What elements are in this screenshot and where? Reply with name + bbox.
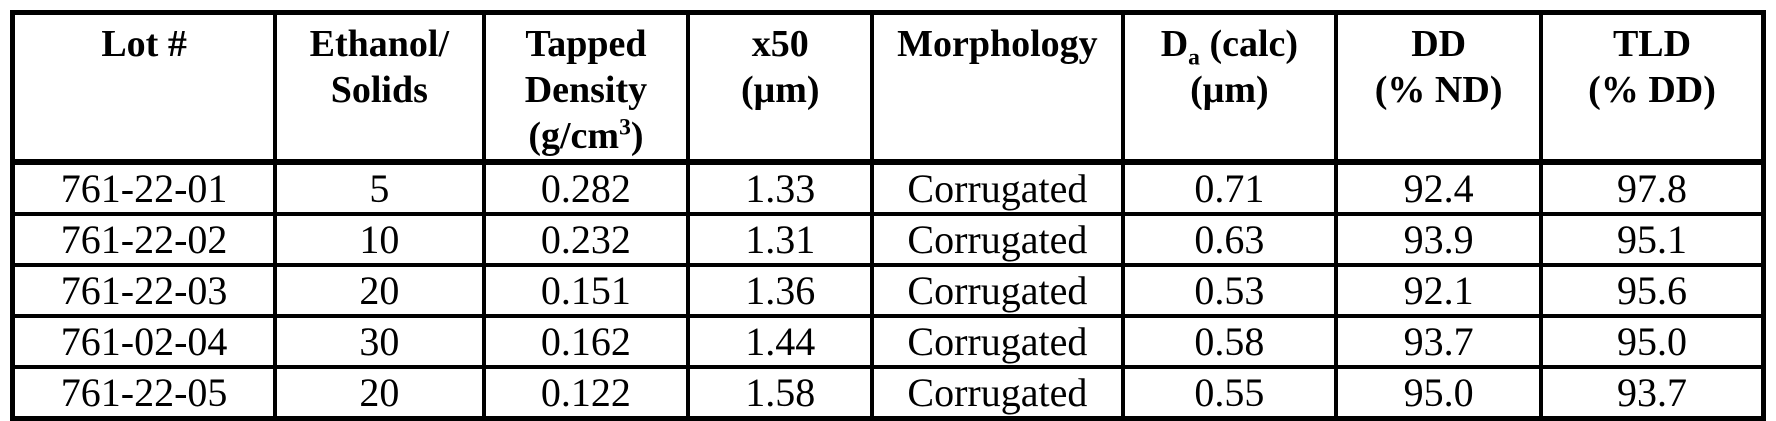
table-row: 761-02-04 30 0.162 1.44 Corrugated 0.58 93.7 95… xyxy=(10,314,1766,369)
header-line: (g/cm3) xyxy=(528,114,644,157)
cell-ethanol-solids: 5 xyxy=(273,160,486,216)
column-header-x50: x50 (μm) xyxy=(686,10,875,165)
cell-dd: 93.7 xyxy=(1334,314,1544,369)
cell-x50: 1.31 xyxy=(686,212,875,267)
header-line: Lot # xyxy=(101,23,187,65)
table-row: 761-22-02 10 0.232 1.31 Corrugated 0.63 93.9 95… xyxy=(10,212,1766,267)
cell-tapped-density: 0.151 xyxy=(481,263,691,318)
cell-da-calc: 0.53 xyxy=(1120,263,1339,318)
cell-ethanol-solids: 20 xyxy=(273,365,486,421)
cell-x50: 1.36 xyxy=(686,263,875,318)
cell-x50: 1.44 xyxy=(686,314,875,369)
cell-da-calc: 0.71 xyxy=(1120,160,1339,216)
cell-tld: 95.0 xyxy=(1539,314,1766,369)
cell-dd: 92.4 xyxy=(1334,160,1544,216)
cell-x50: 1.33 xyxy=(686,160,875,216)
cell-da-calc: 0.63 xyxy=(1120,212,1339,267)
cell-dd: 92.1 xyxy=(1334,263,1544,318)
cell-morphology: Corrugated xyxy=(870,212,1125,267)
cell-morphology: Corrugated xyxy=(870,263,1125,318)
header-row: Lot # Ethanol/Solids Tapped Density (g/cm3) x… xyxy=(10,10,1766,165)
cell-tld: 95.1 xyxy=(1539,212,1766,267)
results-table: Lot # Ethanol/Solids Tapped Density (g/cm3) x… xyxy=(10,10,1766,421)
column-header-tld: TLD (% DD) xyxy=(1539,10,1766,165)
cell-lot-number: 761-22-01 xyxy=(10,160,278,216)
cell-tapped-density: 0.282 xyxy=(481,160,691,216)
cell-tapped-density: 0.162 xyxy=(481,314,691,369)
column-header-lot-number: Lot # xyxy=(10,10,278,165)
cell-lot-number: 761-22-03 xyxy=(10,263,278,318)
cell-morphology: Corrugated xyxy=(870,160,1125,216)
header-line: Ethanol/ xyxy=(309,23,450,65)
column-header-tapped-density: Tapped Density (g/cm3) xyxy=(481,10,691,165)
header-line: Density xyxy=(524,69,648,111)
header-line: (% ND) xyxy=(1374,69,1503,111)
table-header: Lot # Ethanol/Solids Tapped Density (g/cm3) x… xyxy=(10,10,1766,165)
cell-morphology: Corrugated xyxy=(870,365,1125,421)
table-row: 761-22-05 20 0.122 1.58 Corrugated 0.55 95.0 93… xyxy=(10,365,1766,421)
table-body: 761-22-01 5 0.282 1.33 Corrugated 0.71 92.4 97.… xyxy=(10,160,1766,421)
column-header-morphology: Morphology xyxy=(870,10,1125,165)
table-row: 761-22-03 20 0.151 1.36 Corrugated 0.53 92.1 95… xyxy=(10,263,1766,318)
cell-ethanol-solids: 30 xyxy=(273,314,486,369)
cell-da-calc: 0.55 xyxy=(1120,365,1339,421)
cell-tapped-density: 0.232 xyxy=(481,212,691,267)
cell-da-calc: 0.58 xyxy=(1120,314,1339,369)
column-header-dd: DD (% ND) xyxy=(1334,10,1544,165)
cell-tld: 95.6 xyxy=(1539,263,1766,318)
cell-morphology: Corrugated xyxy=(870,314,1125,369)
header-line: (μm) xyxy=(1190,69,1269,111)
column-header-da-calc: Da (calc) (μm) xyxy=(1120,10,1339,165)
header-line: Tapped xyxy=(525,23,647,65)
cell-ethanol-solids: 10 xyxy=(273,212,486,267)
header-line: TLD xyxy=(1612,23,1692,65)
cell-tapped-density: 0.122 xyxy=(481,365,691,421)
header-line: Solids xyxy=(330,69,428,111)
header-line: Da (calc) xyxy=(1160,23,1299,71)
column-header-ethanol-solids: Ethanol/Solids xyxy=(273,10,486,165)
header-line: Morphology xyxy=(897,23,1098,65)
header-line: DD xyxy=(1411,23,1467,65)
cell-dd: 95.0 xyxy=(1334,365,1544,421)
cell-lot-number: 761-22-02 xyxy=(10,212,278,267)
cell-dd: 93.9 xyxy=(1334,212,1544,267)
cell-lot-number: 761-02-04 xyxy=(10,314,278,369)
cell-lot-number: 761-22-05 xyxy=(10,365,278,421)
header-line: (μm) xyxy=(741,69,820,111)
cell-tld: 93.7 xyxy=(1539,365,1766,421)
cell-x50: 1.58 xyxy=(686,365,875,421)
cell-ethanol-solids: 20 xyxy=(273,263,486,318)
table-row: 761-22-01 5 0.282 1.33 Corrugated 0.71 92.4 97.… xyxy=(10,160,1766,216)
cell-tld: 97.8 xyxy=(1539,160,1766,216)
header-line: x50 xyxy=(751,23,809,65)
header-line: (% DD) xyxy=(1588,69,1716,111)
